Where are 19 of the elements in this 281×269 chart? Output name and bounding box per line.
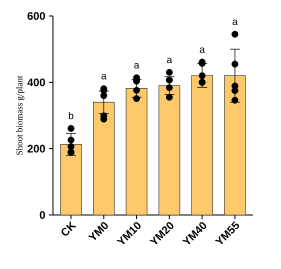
y-axis-title: Shoot biomass g/plant (16, 76, 24, 155)
annotation: a (101, 74, 107, 80)
annotation: a (200, 47, 205, 53)
x-tick-label: YM0 (88, 222, 108, 240)
y-tick-label: 600 (28, 12, 45, 20)
bar (126, 88, 148, 216)
y-tick-label: 400 (27, 78, 45, 86)
bar (158, 85, 180, 216)
bar (92, 102, 115, 216)
x-tick-label: CK (62, 221, 76, 236)
annotation: a (232, 20, 238, 26)
y-tick-label: 200 (28, 144, 45, 153)
annotation: a (167, 58, 172, 64)
bar (191, 75, 213, 216)
annotation: b (68, 112, 74, 120)
y-tick-label: 0 (40, 211, 45, 219)
annotation: a (134, 63, 140, 68)
bar (224, 75, 246, 216)
bar (60, 144, 82, 216)
